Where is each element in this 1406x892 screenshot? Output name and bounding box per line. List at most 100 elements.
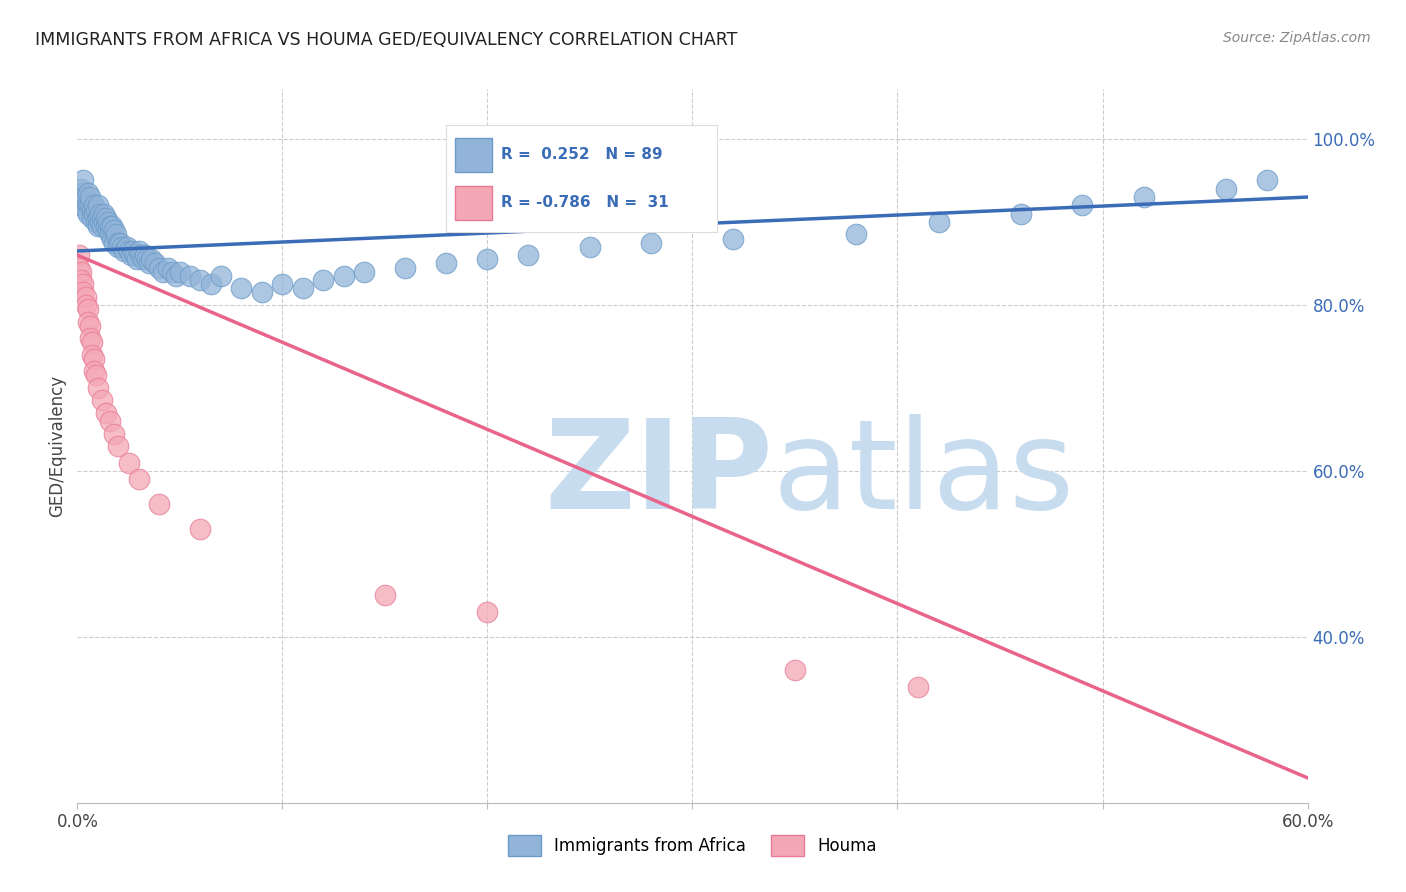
Point bbox=[579, 240, 602, 254]
Point bbox=[90, 219, 114, 233]
Point bbox=[93, 207, 115, 221]
Point bbox=[291, 281, 314, 295]
Point bbox=[70, 273, 93, 287]
Point bbox=[188, 273, 212, 287]
Point bbox=[94, 219, 117, 233]
Point bbox=[271, 277, 294, 292]
Text: Source: ZipAtlas.com: Source: ZipAtlas.com bbox=[1223, 31, 1371, 45]
Point bbox=[117, 456, 139, 470]
Point bbox=[94, 211, 117, 225]
Point bbox=[124, 248, 146, 262]
Point bbox=[374, 588, 396, 602]
Point bbox=[93, 215, 115, 229]
Point bbox=[114, 244, 136, 258]
Point bbox=[156, 260, 179, 275]
Point bbox=[110, 235, 132, 250]
Point bbox=[79, 198, 101, 212]
Point bbox=[907, 680, 929, 694]
Point bbox=[143, 256, 166, 270]
Point bbox=[231, 281, 253, 295]
Point bbox=[845, 227, 868, 242]
Point bbox=[80, 202, 103, 217]
Point bbox=[83, 207, 105, 221]
Point bbox=[75, 298, 97, 312]
Text: ZIP: ZIP bbox=[546, 414, 773, 535]
Point bbox=[83, 364, 105, 378]
Point bbox=[67, 260, 90, 275]
Point bbox=[152, 265, 174, 279]
Point bbox=[120, 248, 142, 262]
Point bbox=[75, 202, 97, 217]
Point bbox=[517, 248, 540, 262]
Point bbox=[98, 227, 121, 242]
Point bbox=[83, 198, 105, 212]
Point bbox=[76, 302, 98, 317]
Point bbox=[90, 211, 114, 225]
Point bbox=[129, 248, 152, 262]
Point bbox=[148, 260, 170, 275]
Point bbox=[353, 265, 375, 279]
Point bbox=[312, 273, 335, 287]
Point bbox=[72, 194, 94, 209]
Point bbox=[103, 235, 125, 250]
Point bbox=[179, 268, 201, 283]
Point bbox=[138, 256, 160, 270]
Point bbox=[97, 223, 120, 237]
Point bbox=[111, 240, 134, 254]
Point bbox=[76, 186, 98, 200]
Point bbox=[333, 268, 356, 283]
Point bbox=[160, 265, 183, 279]
Point bbox=[103, 426, 125, 441]
Point bbox=[79, 190, 101, 204]
Point bbox=[200, 277, 222, 292]
Point bbox=[121, 244, 143, 258]
Point bbox=[80, 348, 103, 362]
Point bbox=[1256, 173, 1278, 187]
Point bbox=[84, 368, 107, 383]
Point bbox=[1132, 190, 1154, 204]
Point bbox=[188, 522, 212, 536]
Point bbox=[72, 285, 94, 300]
Point bbox=[72, 186, 94, 200]
Point bbox=[101, 219, 124, 233]
Y-axis label: GED/Equivalency: GED/Equivalency bbox=[48, 375, 66, 517]
Point bbox=[76, 207, 98, 221]
Text: IMMIGRANTS FROM AFRICA VS HOUMA GED/EQUIVALENCY CORRELATION CHART: IMMIGRANTS FROM AFRICA VS HOUMA GED/EQUI… bbox=[35, 31, 738, 49]
Point bbox=[250, 285, 273, 300]
Point bbox=[928, 215, 950, 229]
Point bbox=[640, 235, 662, 250]
Point bbox=[134, 248, 156, 262]
Point bbox=[76, 314, 98, 328]
Point bbox=[117, 244, 139, 258]
Point bbox=[87, 211, 110, 225]
Point bbox=[89, 215, 111, 229]
Point bbox=[84, 202, 107, 217]
Point bbox=[101, 231, 124, 245]
Point bbox=[87, 219, 110, 233]
Point bbox=[97, 215, 120, 229]
Point bbox=[70, 182, 93, 196]
Point bbox=[103, 223, 125, 237]
Point bbox=[1215, 182, 1237, 196]
Point bbox=[209, 268, 232, 283]
Point bbox=[75, 290, 97, 304]
Point bbox=[89, 207, 111, 221]
Point bbox=[105, 227, 128, 242]
Point bbox=[98, 219, 121, 233]
Point bbox=[107, 235, 129, 250]
Point bbox=[79, 318, 101, 333]
Point bbox=[72, 277, 94, 292]
Point bbox=[79, 331, 101, 345]
Point bbox=[84, 215, 107, 229]
Point bbox=[128, 472, 150, 486]
Point bbox=[87, 381, 110, 395]
Point bbox=[115, 240, 138, 254]
Point bbox=[169, 265, 191, 279]
Point bbox=[125, 252, 148, 267]
Point bbox=[1071, 198, 1094, 212]
Point bbox=[477, 252, 499, 267]
Point bbox=[141, 252, 163, 267]
Point bbox=[477, 605, 499, 619]
Point bbox=[70, 198, 93, 212]
Point bbox=[1010, 207, 1032, 221]
